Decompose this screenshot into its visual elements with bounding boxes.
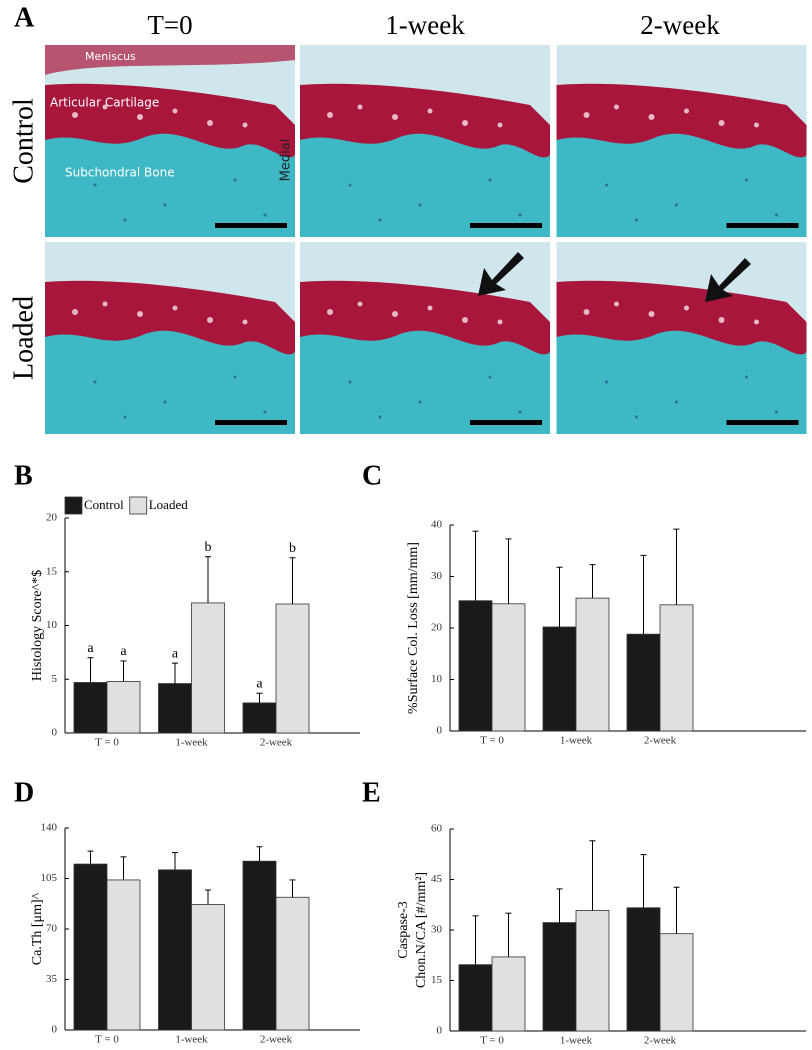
bar — [73, 863, 108, 1031]
y-axis-label: Caspase-3 — [396, 901, 411, 959]
panel-letter: E — [362, 777, 381, 808]
meniscus-tissue — [45, 45, 295, 75]
row-title: Loaded — [8, 296, 39, 380]
x-tick-label: T = 0 — [480, 735, 504, 747]
panel-letter: A — [14, 2, 35, 33]
bar — [659, 604, 694, 732]
histology-image — [45, 242, 295, 434]
y-tick-label: 60 — [431, 823, 443, 835]
bar — [106, 681, 141, 734]
significance-letter: a — [87, 641, 94, 656]
bar — [575, 597, 610, 732]
bar — [158, 869, 192, 1031]
bar — [158, 683, 192, 734]
x-tick-label: 2-week — [644, 1035, 677, 1047]
tissue-label: Subchondral Bone — [65, 166, 175, 180]
histology-grid — [45, 45, 807, 434]
tissue-label: Medial — [279, 139, 294, 182]
bar — [542, 922, 577, 1032]
y-tick-label: 105 — [41, 872, 58, 884]
bar — [106, 879, 141, 1031]
legend-swatch — [64, 496, 83, 515]
bar — [626, 907, 661, 1032]
bar — [491, 603, 526, 732]
bar — [458, 964, 493, 1032]
y-tick-label: 0 — [437, 725, 443, 737]
y-tick-label: 10 — [46, 619, 58, 631]
bar — [191, 602, 225, 734]
x-tick-label: 2-week — [260, 737, 293, 749]
bar — [491, 956, 526, 1032]
y-tick-label: 40 — [431, 519, 443, 531]
y-tick-label: 0 — [52, 1024, 58, 1036]
arrow — [478, 252, 524, 296]
column-title: 2-week — [640, 10, 720, 40]
bar — [659, 933, 694, 1032]
histology-image — [556, 45, 807, 237]
x-tick-label: 1-week — [560, 735, 593, 747]
y-tick-label: 30 — [431, 924, 443, 936]
significance-letter: b — [289, 541, 296, 556]
arrow — [705, 258, 751, 302]
row-title: Control — [8, 98, 39, 184]
x-tick-label: 1-week — [560, 1035, 593, 1047]
bar — [275, 896, 310, 1031]
bar — [242, 860, 277, 1031]
y-tick-label: 10 — [431, 673, 443, 685]
y-tick-label: 15 — [46, 565, 58, 577]
y-tick-label: 45 — [431, 873, 443, 885]
y-axis-label: Ca.Th [μm]^ — [30, 892, 45, 965]
panel-letter: D — [14, 777, 34, 808]
legend-swatch — [129, 496, 148, 515]
histology-image — [300, 242, 550, 434]
column-title: 1-week — [385, 10, 465, 40]
y-tick-label: 70 — [46, 923, 58, 935]
bar — [191, 904, 225, 1031]
x-tick-label: 2-week — [644, 735, 677, 747]
column-title: T=0 — [147, 10, 192, 40]
x-tick-label: T = 0 — [480, 1035, 504, 1047]
x-tick-label: 1-week — [175, 1034, 208, 1046]
histology-image — [300, 45, 550, 237]
bar — [73, 682, 108, 734]
panel-letter: C — [362, 460, 382, 491]
y-tick-label: 140 — [41, 822, 58, 834]
significance-letter: b — [205, 540, 212, 555]
y-axis-label: Histology Score^*$ — [30, 570, 45, 681]
histology-image — [556, 242, 807, 434]
y-tick-label: 20 — [46, 512, 58, 524]
tissue-label: Articular Cartilage — [50, 96, 159, 110]
significance-letter: a — [256, 676, 263, 691]
bar — [275, 603, 310, 734]
x-tick-label: 1-week — [175, 737, 208, 749]
bar — [242, 702, 277, 734]
y-tick-label: 20 — [431, 622, 443, 634]
x-tick-label: T = 0 — [95, 1034, 119, 1046]
y-tick-label: 0 — [437, 1025, 443, 1037]
bar — [458, 600, 493, 732]
panel-letter: B — [14, 460, 33, 491]
bar — [626, 633, 661, 732]
y-axis-label: Chon.N/CA [#/mm²] — [414, 872, 429, 988]
bar — [542, 626, 577, 732]
legend-label: Control — [84, 497, 124, 512]
legend-label: Loaded — [149, 497, 188, 512]
y-tick-label: 15 — [431, 974, 443, 986]
histology-image — [45, 45, 295, 237]
tissue-label: Meniscus — [85, 50, 136, 63]
y-tick-label: 0 — [52, 727, 58, 739]
y-axis-label: %Surface Col. Loss [mm/mm] — [406, 542, 421, 714]
x-tick-label: T = 0 — [95, 737, 119, 749]
y-tick-label: 5 — [52, 673, 58, 685]
y-tick-label: 30 — [431, 570, 443, 582]
x-tick-label: 2-week — [260, 1034, 293, 1046]
y-tick-label: 35 — [46, 973, 58, 985]
significance-letter: a — [120, 644, 127, 659]
significance-letter: a — [172, 646, 179, 661]
bar — [575, 910, 610, 1032]
